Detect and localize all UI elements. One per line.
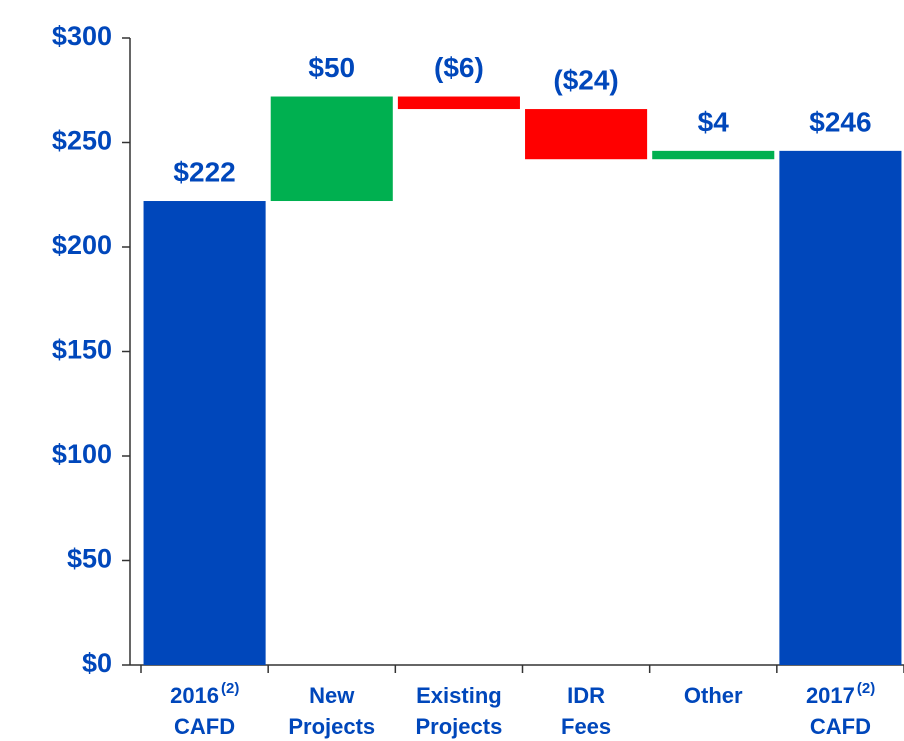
- x-tick-label: CAFD: [174, 714, 235, 739]
- value-label: $50: [308, 52, 355, 83]
- x-tick-label: Projects: [288, 714, 375, 739]
- bar: [525, 109, 648, 160]
- value-label: $246: [809, 106, 871, 137]
- bar: [143, 201, 266, 665]
- value-label: ($24): [553, 64, 618, 95]
- value-label: ($6): [434, 52, 484, 83]
- value-label: $222: [173, 156, 235, 187]
- y-tick-label: $100: [52, 439, 112, 469]
- y-tick-label: $0: [82, 648, 112, 678]
- x-tick-label: Other: [684, 683, 743, 708]
- x-tick-label: New: [309, 683, 355, 708]
- bar: [779, 150, 902, 666]
- x-tick-label: IDR: [567, 683, 605, 708]
- x-tick-label: Projects: [416, 714, 503, 739]
- y-tick-label: $250: [52, 126, 112, 156]
- x-tick-label: 2017: [806, 683, 855, 708]
- x-tick-label: Existing: [416, 683, 502, 708]
- bar: [397, 96, 520, 110]
- footnote-mark: (2): [857, 680, 875, 697]
- y-tick-label: $200: [52, 230, 112, 260]
- footnote-mark: (2): [221, 680, 239, 697]
- y-tick-label: $150: [52, 335, 112, 365]
- value-label: $4: [698, 106, 730, 137]
- x-tick-label: 2016: [170, 683, 219, 708]
- y-tick-label: $300: [52, 21, 112, 51]
- y-tick-label: $50: [67, 544, 112, 574]
- x-tick-label: CAFD: [810, 714, 871, 739]
- bar: [652, 150, 775, 160]
- bar: [270, 96, 393, 202]
- x-tick-label: Fees: [561, 714, 611, 739]
